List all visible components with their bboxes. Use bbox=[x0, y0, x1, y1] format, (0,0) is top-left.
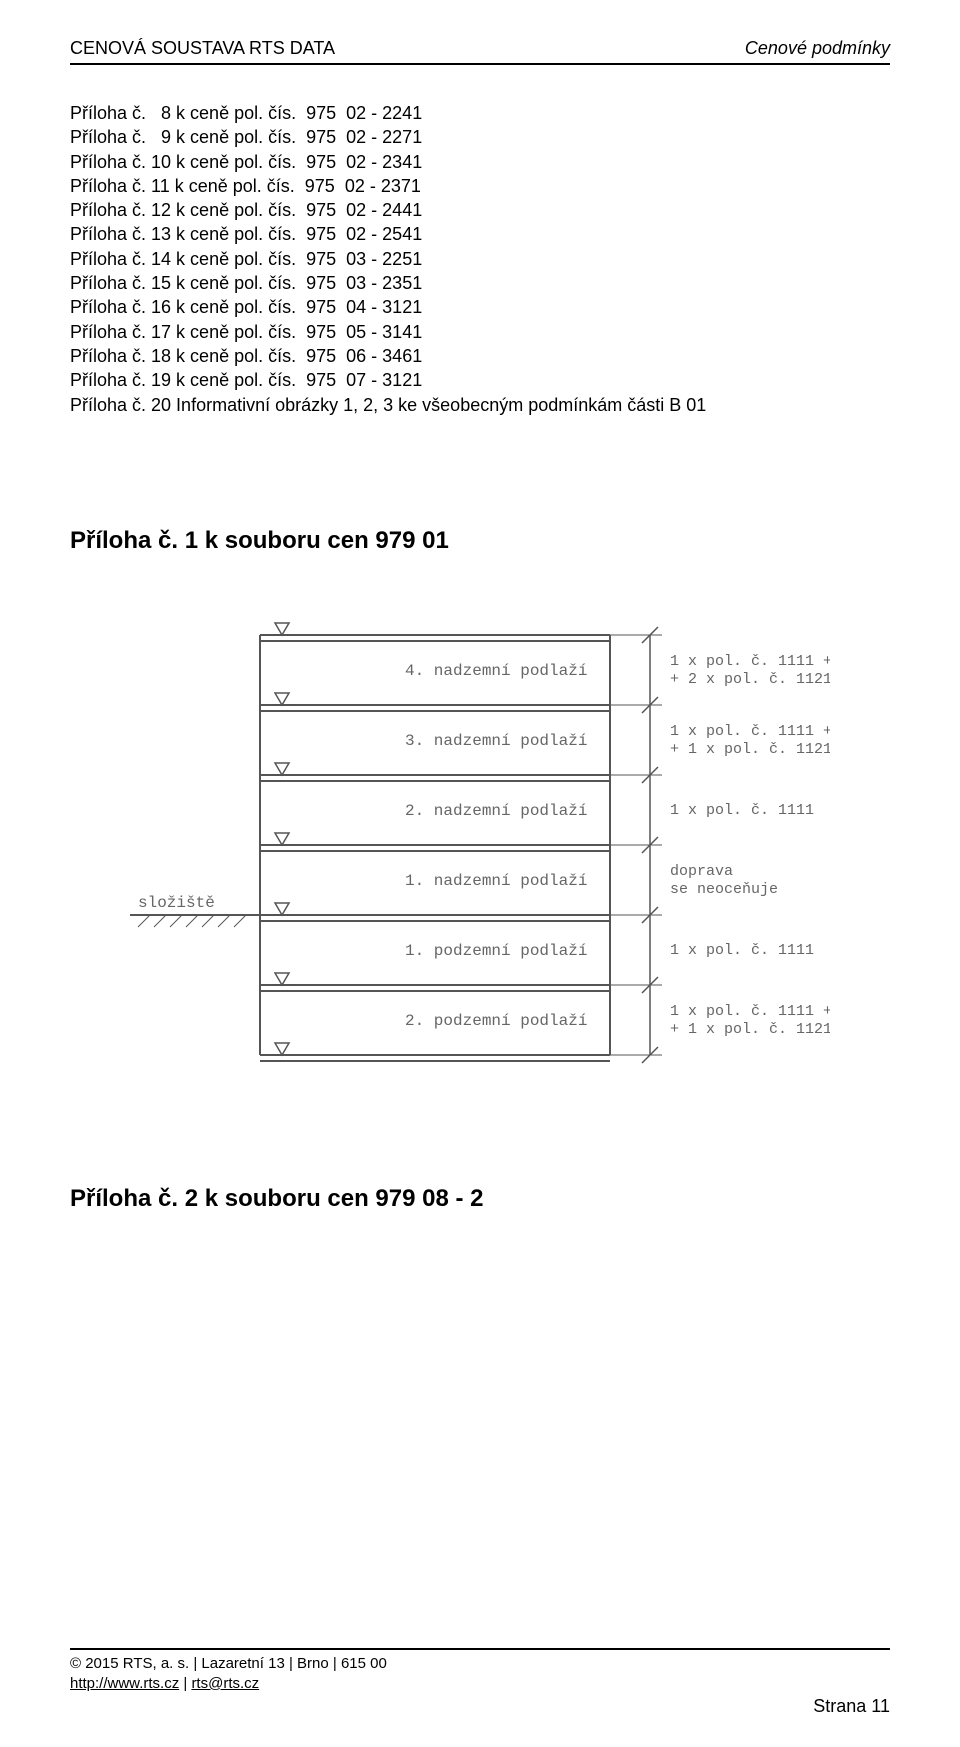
svg-text:+ 1 x pol. č. 1121: + 1 x pol. č. 1121 bbox=[670, 1021, 830, 1038]
svg-text:se neoceňuje: se neoceňuje bbox=[670, 881, 778, 898]
svg-text:doprava: doprava bbox=[670, 863, 733, 880]
priloha-line: Příloha č. 16 k ceně pol. čís. 975 04 - … bbox=[70, 295, 890, 319]
header-rule bbox=[70, 63, 890, 65]
svg-text:+ 1 x pol. č. 1121: + 1 x pol. č. 1121 bbox=[670, 741, 830, 758]
svg-text:3. nadzemní podlaží: 3. nadzemní podlaží bbox=[405, 732, 587, 750]
priloha-line: Příloha č. 19 k ceně pol. čís. 975 07 - … bbox=[70, 368, 890, 392]
svg-text:1 x pol. č. 1111 +: 1 x pol. č. 1111 + bbox=[670, 1003, 830, 1020]
footer-sep: | bbox=[179, 1675, 191, 1692]
footer-link-site[interactable]: http://www.rts.cz bbox=[70, 1675, 179, 1692]
svg-text:+ 2 x pol. č. 1121: + 2 x pol. č. 1121 bbox=[670, 671, 830, 688]
priloha-line: Příloha č. 14 k ceně pol. čís. 975 03 - … bbox=[70, 247, 890, 271]
footer-page-number: Strana 11 bbox=[70, 1696, 890, 1717]
page-footer: © 2015 RTS, a. s. | Lazaretní 13 | Brno … bbox=[70, 1648, 890, 1718]
section-title-1: Příloha č. 1 k souboru cen 979 01 bbox=[70, 527, 890, 555]
svg-text:1 x pol. č. 1111 +: 1 x pol. č. 1111 + bbox=[670, 653, 830, 670]
priloha-line: Příloha č. 15 k ceně pol. čís. 975 03 - … bbox=[70, 271, 890, 295]
priloha-line: Příloha č. 10 k ceně pol. čís. 975 02 - … bbox=[70, 150, 890, 174]
svg-text:1. nadzemní podlaží: 1. nadzemní podlaží bbox=[405, 872, 587, 890]
svg-text:1 x pol. č. 1111: 1 x pol. č. 1111 bbox=[670, 942, 814, 959]
svg-text:2. podzemní podlaží: 2. podzemní podlaží bbox=[405, 1012, 587, 1030]
svg-text:1. podzemní podlaží: 1. podzemní podlaží bbox=[405, 942, 587, 960]
footer-link-mail[interactable]: rts@rts.cz bbox=[191, 1675, 259, 1692]
svg-text:4. nadzemní podlaží: 4. nadzemní podlaží bbox=[405, 662, 587, 680]
header-left: CENOVÁ SOUSTAVA RTS DATA bbox=[70, 38, 335, 59]
priloha-line: Příloha č. 12 k ceně pol. čís. 975 02 - … bbox=[70, 198, 890, 222]
svg-text:1 x pol. č. 1111: 1 x pol. č. 1111 bbox=[670, 802, 814, 819]
footer-copyright: © 2015 RTS, a. s. | Lazaretní 13 | Brno … bbox=[70, 1654, 890, 1674]
priloha-line: Příloha č. 13 k ceně pol. čís. 975 02 - … bbox=[70, 222, 890, 246]
priloha-line: Příloha č. 9 k ceně pol. čís. 975 02 - 2… bbox=[70, 125, 890, 149]
section-title-2: Příloha č. 2 k souboru cen 979 08 - 2 bbox=[70, 1185, 890, 1213]
priloha-line: Příloha č. 20 Informativní obrázky 1, 2,… bbox=[70, 393, 890, 417]
header-right: Cenové podmínky bbox=[745, 38, 890, 59]
floor-diagram: 4. nadzemní podlaží 3. nadzemní podlaží 2.… bbox=[70, 595, 890, 1075]
priloha-list: Příloha č. 8 k ceně pol. čís. 975 02 - 2… bbox=[70, 101, 890, 417]
footer-rule bbox=[70, 1648, 890, 1650]
svg-text:složiště: složiště bbox=[138, 894, 215, 912]
priloha-line: Příloha č. 11 k ceně pol. čís. 975 02 - … bbox=[70, 174, 890, 198]
priloha-line: Příloha č. 18 k ceně pol. čís. 975 06 - … bbox=[70, 344, 890, 368]
priloha-line: Příloha č. 8 k ceně pol. čís. 975 02 - 2… bbox=[70, 101, 890, 125]
svg-text:2. nadzemní podlaží: 2. nadzemní podlaží bbox=[405, 802, 587, 820]
svg-text:1 x pol. č. 1111 +: 1 x pol. č. 1111 + bbox=[670, 723, 830, 740]
priloha-line: Příloha č. 17 k ceně pol. čís. 975 05 - … bbox=[70, 320, 890, 344]
